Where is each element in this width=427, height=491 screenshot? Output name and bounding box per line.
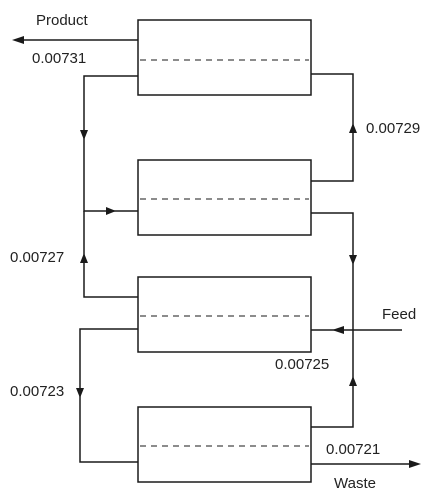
waste-label: Waste xyxy=(334,475,376,491)
recycle-left-upper-arrow xyxy=(80,130,88,140)
stage-2-box xyxy=(137,159,312,236)
product-label: Product xyxy=(36,12,89,29)
upflow-right-upper-arrow xyxy=(349,123,357,133)
feed-arrow xyxy=(332,326,344,334)
waste-concentration: 0.00721 xyxy=(326,441,380,458)
stage-3-box xyxy=(137,276,312,353)
feed-concentration: 0.00725 xyxy=(275,356,329,373)
upflow-right-lower xyxy=(311,330,354,428)
stage2-out-value: 0.00729 xyxy=(366,120,420,137)
product-arrow xyxy=(12,36,24,44)
upflow-right-lower-arrow xyxy=(349,376,357,386)
waste-arrow xyxy=(409,460,421,468)
upflow-left-middle xyxy=(83,211,138,298)
downflow-left-lower xyxy=(79,328,138,463)
downflow-left-lower-arrow xyxy=(76,388,84,398)
downflow-right-middle-arrow xyxy=(349,255,357,265)
stage-4-box xyxy=(137,406,312,483)
recycle-left-upper-arrow2 xyxy=(106,207,116,215)
product-concentration: 0.00731 xyxy=(32,50,86,67)
upflow-right-upper xyxy=(311,73,354,182)
feed-label: Feed xyxy=(382,306,416,323)
stage-1-box xyxy=(137,19,312,96)
recycle-left-upper xyxy=(83,75,138,212)
stage4-out-value: 0.00723 xyxy=(10,383,64,400)
upflow-left-middle-arrow xyxy=(80,253,88,263)
downflow-right-middle xyxy=(311,212,354,330)
stage3-out-value: 0.00727 xyxy=(10,249,64,266)
